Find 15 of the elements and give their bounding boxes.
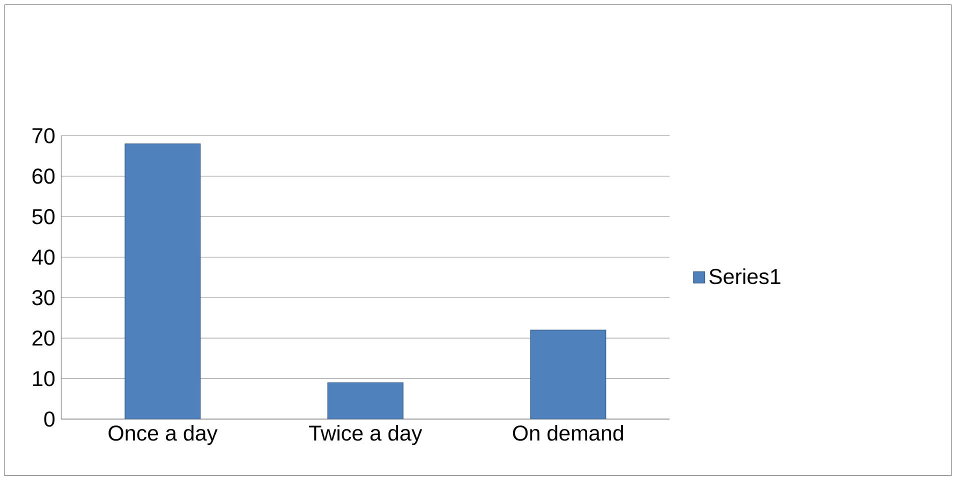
x-tick-label: Once a day <box>108 424 218 445</box>
x-tick-label: On demand <box>512 424 624 441</box>
y-tick-label: 60 <box>32 168 55 184</box>
y-tick-label: 20 <box>32 330 55 346</box>
y-tick-label: 10 <box>33 370 55 386</box>
y-tick-label: 30 <box>32 290 55 306</box>
y-tick-label: 0 <box>44 411 55 427</box>
y-tick-label: 40 <box>32 249 55 265</box>
y-tick-label: 50 <box>32 208 55 224</box>
y-tick-label: 70 <box>32 128 55 144</box>
bar <box>124 143 201 419</box>
legend-label: Series1 <box>709 268 780 284</box>
bar <box>327 382 404 419</box>
bar <box>530 330 606 419</box>
x-tick-label: Twice a day <box>309 424 422 445</box>
